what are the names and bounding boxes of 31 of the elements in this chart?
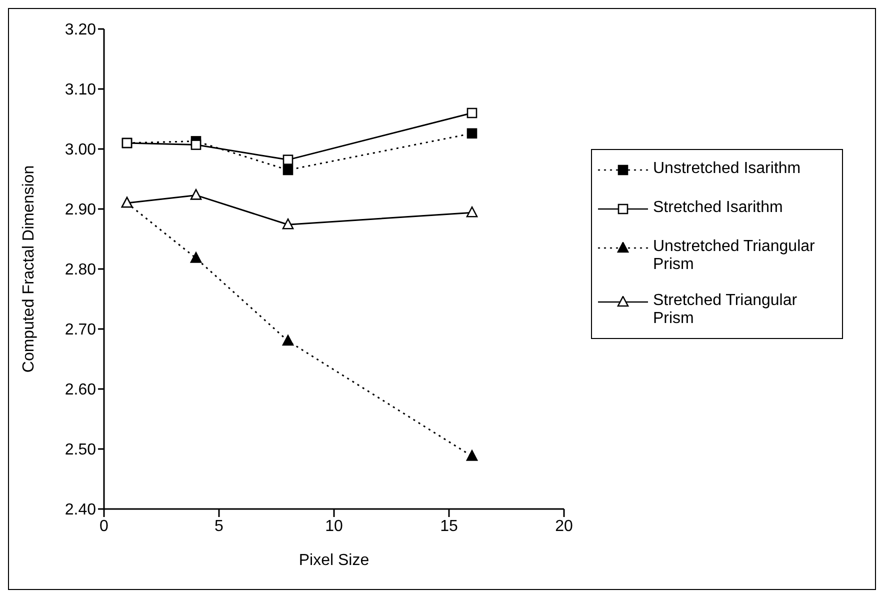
point xyxy=(282,164,294,176)
point xyxy=(282,218,294,230)
point xyxy=(282,154,294,165)
y-tick-label: 2.60 xyxy=(64,382,96,399)
point xyxy=(466,450,478,461)
y-tick-label: 2.40 xyxy=(64,502,96,519)
point xyxy=(190,140,202,150)
y-tick-label: 2.50 xyxy=(64,442,96,459)
x-tick-label: 20 xyxy=(555,518,573,535)
y-tick-label: 2.70 xyxy=(64,322,96,339)
x-tick-label: 10 xyxy=(325,518,343,535)
point xyxy=(466,128,478,139)
point xyxy=(190,252,202,263)
legend-label: Unstretched Triangular Prism xyxy=(653,238,816,274)
y-tick-label: 3.00 xyxy=(64,142,96,159)
x-axis-title: Pixel Size xyxy=(298,552,370,569)
legend-label: Stretched Triangular Prism xyxy=(653,292,798,328)
point xyxy=(466,108,478,118)
x-tick-label: 5 xyxy=(214,518,224,535)
x-tick-label: 0 xyxy=(100,518,109,535)
point xyxy=(190,189,202,200)
y-axis-title: Computed Fractal Dimension xyxy=(20,165,38,373)
legend-label: Stretched Isarithm xyxy=(653,199,783,217)
y-tick-label: 3.10 xyxy=(64,82,96,99)
point xyxy=(282,334,294,346)
point xyxy=(466,206,478,218)
y-tick-label: 2.80 xyxy=(64,262,96,279)
y-tick-label: 3.20 xyxy=(64,22,96,39)
legend-label: Unstretched Isarithm xyxy=(653,160,801,178)
y-tick-label: 2.90 xyxy=(64,202,96,219)
x-tick-label: 15 xyxy=(440,518,458,535)
